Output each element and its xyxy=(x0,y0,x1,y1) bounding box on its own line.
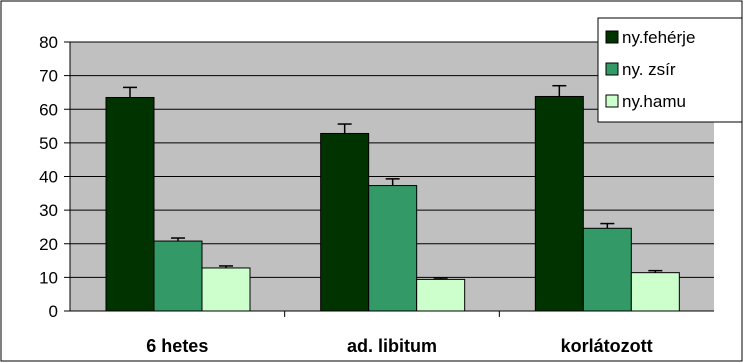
y-tick-label: 0 xyxy=(49,302,58,321)
y-tick-label: 60 xyxy=(39,100,58,119)
bar xyxy=(105,96,155,312)
bar xyxy=(630,272,680,312)
legend-swatch xyxy=(605,94,619,108)
legend-box xyxy=(597,17,743,123)
bar xyxy=(582,227,632,312)
legend-label: ny.hamu xyxy=(622,92,686,111)
legend-swatch xyxy=(605,30,619,44)
legend-swatch xyxy=(605,62,619,76)
bar xyxy=(368,185,418,312)
legend: ny.fehérje ny. zsír ny.hamu xyxy=(597,17,743,123)
y-tick-label: 80 xyxy=(39,33,58,52)
x-category-label: 6 hetes xyxy=(146,336,208,356)
bar xyxy=(416,278,466,312)
legend-label: ny.fehérje xyxy=(622,28,695,47)
bar xyxy=(153,240,203,312)
y-tick-label: 20 xyxy=(39,235,58,254)
bar xyxy=(201,267,251,312)
bars xyxy=(105,84,680,312)
bar xyxy=(534,95,584,312)
x-category-label: ad. libitum xyxy=(347,336,437,356)
y-tick-label: 50 xyxy=(39,134,58,153)
axes: 0 10 20 30 40 50 60 70 80 6 hetes ad. libitum korlá… xyxy=(39,33,714,356)
bar xyxy=(320,132,370,312)
y-tick-label: 70 xyxy=(39,67,58,86)
x-category-label: korlátozott xyxy=(561,336,653,356)
legend-label: ny. zsír xyxy=(622,60,676,79)
y-tick-label: 40 xyxy=(39,168,58,187)
y-tick-label: 10 xyxy=(39,268,58,287)
y-tick-label: 30 xyxy=(39,201,58,220)
